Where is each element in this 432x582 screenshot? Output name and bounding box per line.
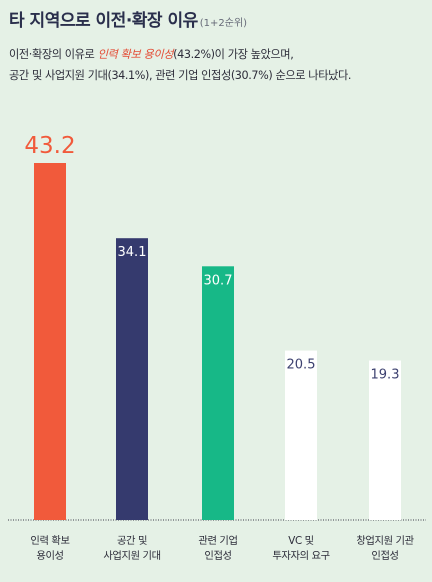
chart-summary: 이전·확장의 이유로 인력 확보 용이성(43.2%)이 가장 높았으며, 공간… — [9, 44, 429, 86]
bar-value-label-2: 34.1 — [118, 245, 147, 260]
bar-value-label-1: 43.2 — [24, 133, 75, 159]
category-label-5: 창업지원 기관 인접성 — [356, 535, 414, 562]
summary-line-1: 이전·확장의 이유로 인력 확보 용이성(43.2%)이 가장 높았으며, — [9, 44, 429, 65]
bar-5 — [369, 360, 401, 520]
bar-value-label-4: 20.5 — [287, 358, 316, 373]
category-label-4: VC 및 투자자의 요구 — [272, 535, 330, 562]
chart-header: 타 지역으로 이전·확장 이유 (1+2순위) — [9, 6, 247, 31]
bar-4 — [285, 350, 317, 520]
summary-line-2: 공간 및 사업지원 기대(34.1%), 관련 기업 인접성(30.7%) 순으… — [9, 69, 352, 82]
bar-value-label-3: 30.7 — [204, 273, 233, 288]
chart-title-note: (1+2순위) — [199, 18, 248, 29]
chart-title: 타 지역으로 이전·확장 이유 — [9, 11, 198, 31]
category-label-1: 인력 확보 용이성 — [30, 535, 70, 562]
summary-prefix: 이전·확장의 이유로 — [9, 48, 98, 61]
bar-value-label-5: 19.3 — [371, 368, 400, 383]
category-label-2: 공간 및 사업지원 기대 — [103, 535, 161, 562]
category-label-3: 관련 기업 인접성 — [198, 535, 238, 562]
summary-suffix: (43.2%)이 가장 높았으며, — [173, 48, 294, 61]
bar-3 — [202, 266, 234, 520]
bar-1 — [34, 163, 66, 520]
summary-highlight: 인력 확보 용이성 — [97, 48, 174, 61]
bar-2 — [116, 238, 148, 520]
